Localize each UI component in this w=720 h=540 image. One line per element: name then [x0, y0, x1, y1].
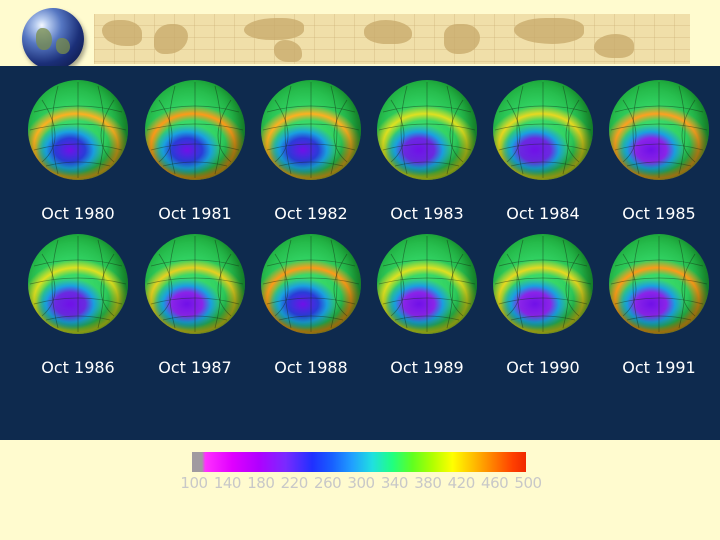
- globe-date-label: Oct 1987: [158, 358, 232, 377]
- world-map-banner: [94, 14, 690, 64]
- graticule-lines: [610, 82, 708, 178]
- scale-tick-label: 380: [414, 474, 442, 492]
- graticule-lines: [262, 82, 360, 178]
- globe-date-label: Oct 1989: [390, 358, 464, 377]
- color-gradient: [192, 452, 526, 472]
- graticule-lines: [494, 82, 592, 178]
- graticule-lines: [378, 82, 476, 178]
- graticule-lines: [146, 236, 244, 332]
- scale-tick-label: 260: [314, 474, 342, 492]
- ozone-globe-panel: Oct 1991: [601, 234, 717, 384]
- ozone-globe-panel: Oct 1987: [137, 234, 253, 384]
- graticule-lines: [610, 236, 708, 332]
- color-scale-bar: [192, 452, 526, 472]
- ozone-globe-image: [145, 80, 245, 180]
- ozone-map-panel: Oct 1980 Oct 1981 Oct 1982 Oct 1983 Oct 1984…: [0, 66, 720, 492]
- ozone-globe-panel: Oct 1983: [369, 80, 485, 230]
- ozone-globe-panel: Oct 1982: [253, 80, 369, 230]
- globe-date-label: Oct 1985: [622, 204, 696, 223]
- scale-tick-label: 500: [514, 474, 542, 492]
- scale-tick-label: 300: [347, 474, 375, 492]
- ozone-globe-image: [609, 80, 709, 180]
- graticule-lines: [262, 236, 360, 332]
- ozone-globe-image: [493, 80, 593, 180]
- globe-date-label: Oct 1983: [390, 204, 464, 223]
- ozone-globe-image: [145, 234, 245, 334]
- graticule-lines: [29, 82, 127, 178]
- ozone-globe-panel: Oct 1985: [601, 80, 717, 230]
- ozone-globe-panel: Oct 1981: [137, 80, 253, 230]
- ozone-globe-image: [261, 234, 361, 334]
- scale-tick-label: 460: [481, 474, 509, 492]
- globe-date-label: Oct 1988: [274, 358, 348, 377]
- globe-date-label: Oct 1986: [41, 358, 115, 377]
- globe-date-label: Oct 1991: [622, 358, 696, 377]
- globe-logo-icon: [22, 8, 84, 70]
- ozone-globe-image: [609, 234, 709, 334]
- ozone-globe-image: [493, 234, 593, 334]
- ozone-globe-image: [377, 80, 477, 180]
- scale-tick-label: 100: [180, 474, 208, 492]
- graticule-lines: [494, 236, 592, 332]
- graticule-lines: [378, 236, 476, 332]
- ozone-globe-image: [377, 234, 477, 334]
- scale-tick-label: 340: [380, 474, 409, 492]
- ozone-globe-image: [28, 80, 128, 180]
- ozone-globe-panel: Oct 1980: [20, 80, 136, 230]
- globe-date-label: Oct 1980: [41, 204, 115, 223]
- ozone-globe-image: [28, 234, 128, 334]
- graticule-lines: [146, 82, 244, 178]
- scale-tick-label: 140: [213, 474, 242, 492]
- graticule-lines: [29, 236, 127, 332]
- ozone-globe-panel: Oct 1990: [485, 234, 601, 384]
- ozone-globe-image: [261, 80, 361, 180]
- ozone-globe-panel: Oct 1989: [369, 234, 485, 384]
- ozone-globe-panel: Oct 1986: [20, 234, 136, 384]
- ozone-globe-panel: Oct 1988: [253, 234, 369, 384]
- globe-date-label: Oct 1982: [274, 204, 348, 223]
- scale-tick-label: 420: [447, 474, 476, 492]
- globe-date-label: Oct 1984: [506, 204, 580, 223]
- ozone-globe-panel: Oct 1984: [485, 80, 601, 230]
- scale-tick-label: 220: [280, 474, 309, 492]
- scale-tick-label: 180: [247, 474, 275, 492]
- scale-labels: 100 140 180 220 260 300 340 380 420 460 500: [178, 474, 548, 494]
- globe-date-label: Oct 1981: [158, 204, 232, 223]
- globe-date-label: Oct 1990: [506, 358, 580, 377]
